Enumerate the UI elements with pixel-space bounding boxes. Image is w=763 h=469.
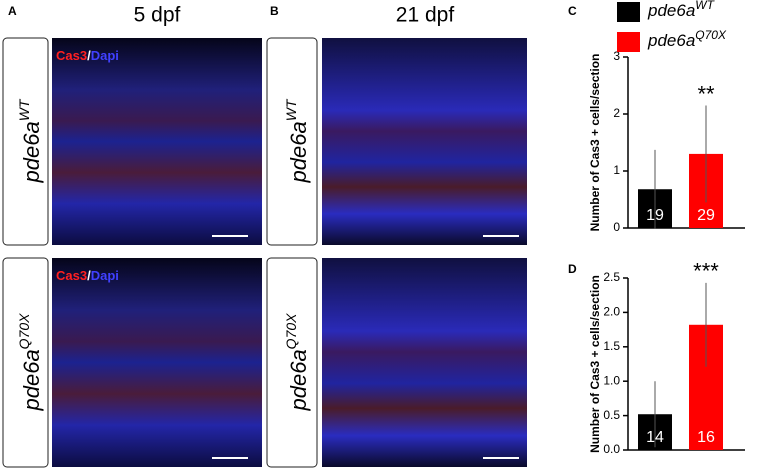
significance: ***: [693, 259, 719, 284]
row-label: pde6aQ70X: [283, 313, 311, 412]
significance: **: [697, 81, 715, 106]
images: [2, 37, 527, 468]
column-title: 5 dpf: [134, 4, 181, 27]
legend-swatch: [617, 32, 640, 52]
panel-label: A: [8, 4, 17, 18]
y-tick-label: 1.0: [603, 373, 620, 387]
n-label: 16: [697, 429, 715, 446]
stain-label: Cas3/Dapi: [56, 48, 119, 63]
micrograph: [322, 38, 527, 245]
n-label: 29: [697, 207, 715, 224]
y-tick-label: 0.5: [603, 408, 620, 422]
legend-swatch: [617, 2, 640, 22]
legend-name: pde6a: [647, 1, 695, 20]
row-label: pde6aWT: [283, 98, 311, 183]
panel-label: B: [270, 4, 279, 18]
label-box: [2, 37, 49, 246]
legend-name: pde6a: [647, 31, 695, 50]
n-label: 14: [646, 429, 664, 446]
panel-label: C: [568, 4, 577, 18]
y-tick-label: 0.0: [603, 442, 620, 456]
y-tick-label: 1.5: [603, 339, 620, 353]
legend-sup: Q70X: [695, 28, 727, 42]
label-box: [266, 257, 318, 468]
y-tick-label: 2: [613, 106, 620, 120]
y-axis-title: Number of Cas3 + cells/section: [588, 275, 602, 453]
micrograph: [52, 38, 262, 245]
label-box: [266, 37, 318, 246]
y-tick-label: 1: [613, 163, 620, 177]
legend-label: pde6aQ70X: [647, 28, 727, 50]
stain-label: Cas3/Dapi: [56, 268, 119, 283]
legend-sup: WT: [695, 0, 715, 12]
y-axis-title: Number of Cas3 + cells/section: [588, 54, 602, 232]
n-label: 19: [646, 207, 664, 224]
row-label: pde6aQ70X: [16, 313, 44, 412]
column-title: 21 dpf: [396, 4, 455, 27]
micrograph: [52, 258, 262, 467]
y-tick-label: 0: [613, 220, 620, 234]
panel-label: D: [568, 262, 577, 276]
label-box: [2, 257, 49, 468]
micrograph: [322, 258, 527, 467]
y-tick-label: 3: [613, 49, 620, 63]
row-label: pde6aWT: [16, 98, 44, 183]
y-tick-label: 2.0: [603, 305, 620, 319]
legend-label: pde6aWT: [647, 0, 716, 20]
y-tick-label: 2.5: [603, 270, 620, 284]
